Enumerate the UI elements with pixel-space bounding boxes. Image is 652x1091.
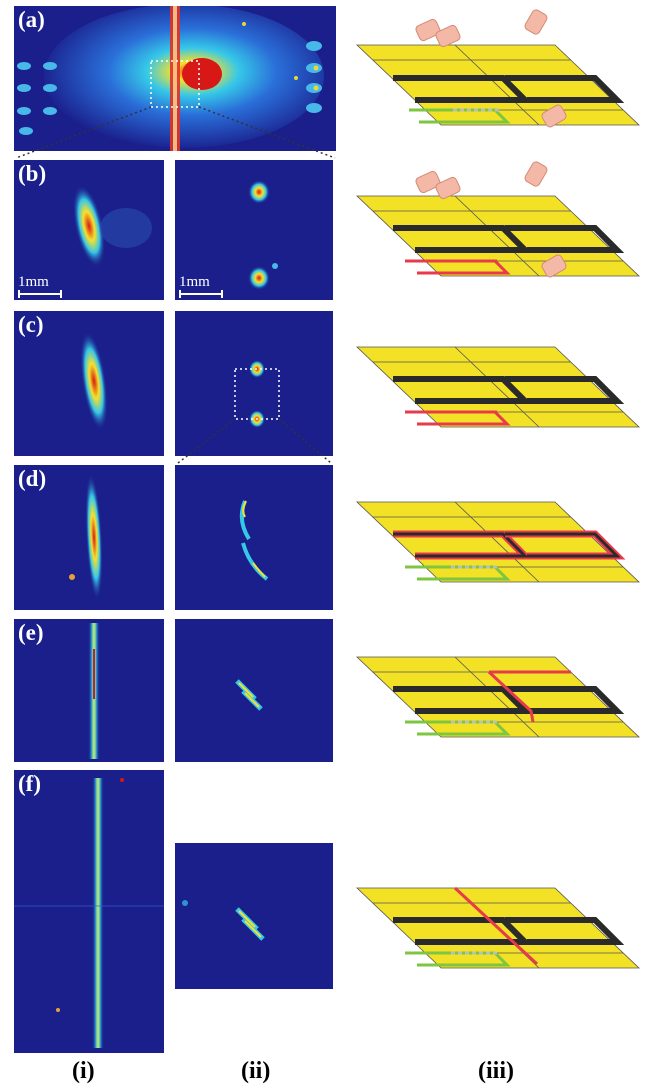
scale-bar-line: [18, 290, 62, 298]
schematic-a: [355, 0, 647, 155]
panel-label-c: (c): [18, 312, 44, 337]
panel-b-i-image: (b) 1mm: [14, 160, 164, 300]
column-label-i: (i): [72, 1058, 95, 1084]
scale-bar-b-i: 1mm: [18, 274, 62, 298]
column-label-ii: (ii): [241, 1058, 271, 1084]
schematic-d: [355, 490, 647, 600]
panel-label-b: (b): [18, 161, 47, 186]
panel-f-i-image: (f): [14, 770, 164, 1053]
column-label-iii: (iii): [478, 1058, 514, 1084]
panel-e-ii-image: [175, 619, 333, 762]
panel-d-ii-image: [175, 465, 333, 610]
scale-bar-line: [179, 290, 223, 298]
panel-label-e: (e): [18, 620, 44, 645]
panel-label-d: (d): [18, 466, 47, 491]
schematic-c: [355, 335, 647, 445]
scale-bar-label: 1mm: [179, 274, 210, 290]
scale-bar-label: 1mm: [18, 274, 49, 290]
panel-label-f: (f): [18, 771, 41, 796]
panel-a-image: (a): [14, 6, 336, 151]
panel-c-i-image: (c): [14, 311, 164, 456]
panel-label-a: (a): [18, 7, 45, 32]
panel-f-ii-image: [175, 843, 333, 989]
panel-d-i-image: (d): [14, 465, 164, 610]
scale-bar-b-ii: 1mm: [179, 274, 223, 298]
panel-e-i-image: (e): [14, 619, 164, 762]
schematic-b: [355, 158, 647, 298]
panel-b-ii-image: 1mm: [175, 160, 333, 300]
schematic-e: [355, 645, 647, 755]
schematic-f: [355, 876, 647, 986]
panel-c-ii-image: [175, 311, 333, 456]
